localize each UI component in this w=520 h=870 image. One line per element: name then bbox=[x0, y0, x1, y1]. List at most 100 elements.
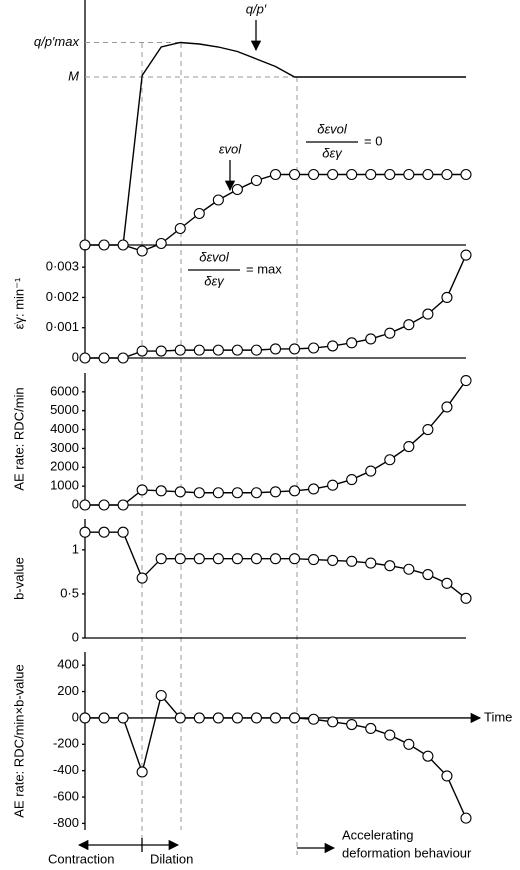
x-axis-label: Time bbox=[484, 709, 512, 724]
data-point bbox=[327, 340, 339, 352]
series-line bbox=[85, 173, 466, 252]
data-point bbox=[384, 327, 396, 339]
annotation: = 0 bbox=[364, 133, 382, 148]
data-point bbox=[98, 499, 110, 511]
data-point bbox=[384, 454, 396, 466]
data-point bbox=[231, 487, 243, 499]
data-point bbox=[460, 812, 472, 824]
y-tick-label: 3000 bbox=[50, 440, 79, 455]
data-point bbox=[288, 712, 301, 724]
annotation: δεγ bbox=[322, 145, 343, 160]
data-point bbox=[193, 553, 205, 565]
data-point bbox=[384, 560, 396, 572]
data-point bbox=[136, 766, 148, 778]
data-point bbox=[174, 553, 186, 565]
data-point bbox=[269, 712, 282, 724]
y-tick-label: 0 bbox=[72, 709, 79, 724]
data-point bbox=[136, 345, 148, 357]
y-tick-label: -600 bbox=[53, 788, 79, 803]
phase-label: deformation behaviour bbox=[342, 845, 472, 860]
series-label: q/p′ bbox=[246, 1, 267, 16]
y-axis-label: AE rate: RDC/min×b-value bbox=[11, 664, 26, 818]
y-tick-label: 0·002 bbox=[46, 289, 79, 304]
data-point bbox=[346, 718, 358, 731]
data-point bbox=[365, 557, 377, 569]
data-point bbox=[155, 485, 167, 497]
data-point bbox=[288, 168, 301, 181]
data-point bbox=[269, 553, 282, 565]
data-point bbox=[79, 526, 91, 538]
data-point bbox=[174, 712, 186, 724]
data-point bbox=[460, 168, 472, 181]
data-point bbox=[193, 712, 205, 724]
data-point bbox=[193, 207, 205, 220]
data-point bbox=[231, 344, 243, 356]
annotation: δεvol bbox=[199, 249, 230, 264]
data-point bbox=[174, 344, 186, 356]
data-point bbox=[327, 716, 339, 728]
data-point bbox=[422, 568, 434, 581]
data-point bbox=[422, 750, 434, 762]
y-tick-label: 6000 bbox=[50, 383, 79, 398]
data-point bbox=[117, 352, 129, 364]
data-point bbox=[98, 712, 110, 724]
data-point bbox=[365, 333, 377, 345]
data-point bbox=[288, 553, 301, 565]
y-tick-label: 4000 bbox=[50, 421, 79, 436]
data-point bbox=[155, 689, 167, 702]
data-point bbox=[269, 168, 282, 181]
y-tick-label: 0 bbox=[72, 629, 79, 644]
data-point bbox=[98, 352, 110, 364]
phase-label: Dilation bbox=[150, 851, 193, 866]
data-point bbox=[79, 352, 91, 364]
data-point bbox=[422, 168, 434, 181]
data-point bbox=[117, 499, 129, 511]
data-point bbox=[79, 239, 91, 251]
data-point bbox=[441, 577, 453, 589]
data-point bbox=[327, 554, 339, 566]
data-point bbox=[365, 168, 377, 181]
data-point bbox=[212, 344, 224, 356]
data-point bbox=[117, 712, 129, 724]
data-point bbox=[346, 168, 358, 181]
data-point bbox=[250, 712, 263, 724]
data-point bbox=[269, 343, 282, 355]
data-point bbox=[231, 553, 243, 565]
data-point bbox=[193, 487, 205, 499]
data-point bbox=[460, 249, 472, 261]
data-point bbox=[308, 483, 320, 495]
y-tick-label: 1 bbox=[72, 541, 79, 556]
data-point bbox=[346, 473, 358, 486]
y-tick-label: -200 bbox=[53, 736, 79, 751]
data-point bbox=[422, 424, 434, 436]
data-point bbox=[308, 342, 320, 354]
data-point bbox=[308, 713, 320, 725]
phase-guides bbox=[141, 43, 298, 855]
data-point bbox=[403, 440, 415, 453]
data-point bbox=[174, 486, 186, 498]
series-line bbox=[122, 41, 466, 246]
data-point bbox=[327, 479, 339, 491]
y-tick-label: 0 bbox=[72, 349, 79, 364]
data-point bbox=[308, 553, 320, 566]
data-point bbox=[136, 572, 148, 584]
data-point bbox=[441, 401, 453, 413]
data-point bbox=[250, 344, 263, 356]
data-point bbox=[250, 487, 263, 499]
y-axis-label: b-value bbox=[11, 557, 26, 600]
data-point bbox=[98, 239, 110, 251]
data-point bbox=[346, 555, 358, 567]
y-axis-label: AE rate: RDC/min bbox=[11, 387, 26, 490]
data-point bbox=[441, 770, 453, 782]
data-point bbox=[155, 553, 167, 565]
data-point bbox=[212, 487, 224, 499]
data-point bbox=[79, 499, 91, 511]
y-tick-label: M bbox=[68, 68, 79, 83]
data-point bbox=[212, 553, 224, 565]
data-point bbox=[403, 319, 415, 331]
data-point bbox=[403, 168, 415, 181]
y-tick-label: 0·001 bbox=[46, 319, 79, 334]
data-point bbox=[460, 592, 472, 604]
data-point bbox=[193, 344, 205, 356]
